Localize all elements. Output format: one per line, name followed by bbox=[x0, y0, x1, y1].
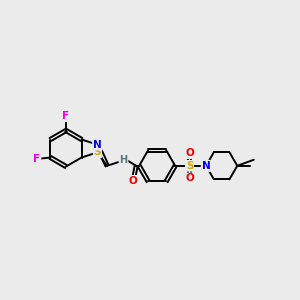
Text: S: S bbox=[186, 161, 193, 171]
Text: H: H bbox=[119, 155, 128, 165]
Text: F: F bbox=[33, 154, 40, 164]
Text: N: N bbox=[202, 161, 210, 171]
Text: N: N bbox=[202, 161, 210, 171]
Text: O: O bbox=[129, 176, 137, 186]
Text: N: N bbox=[93, 140, 102, 150]
Text: S: S bbox=[94, 147, 101, 158]
Text: F: F bbox=[62, 111, 70, 121]
Text: O: O bbox=[185, 148, 194, 158]
Text: O: O bbox=[185, 173, 194, 183]
